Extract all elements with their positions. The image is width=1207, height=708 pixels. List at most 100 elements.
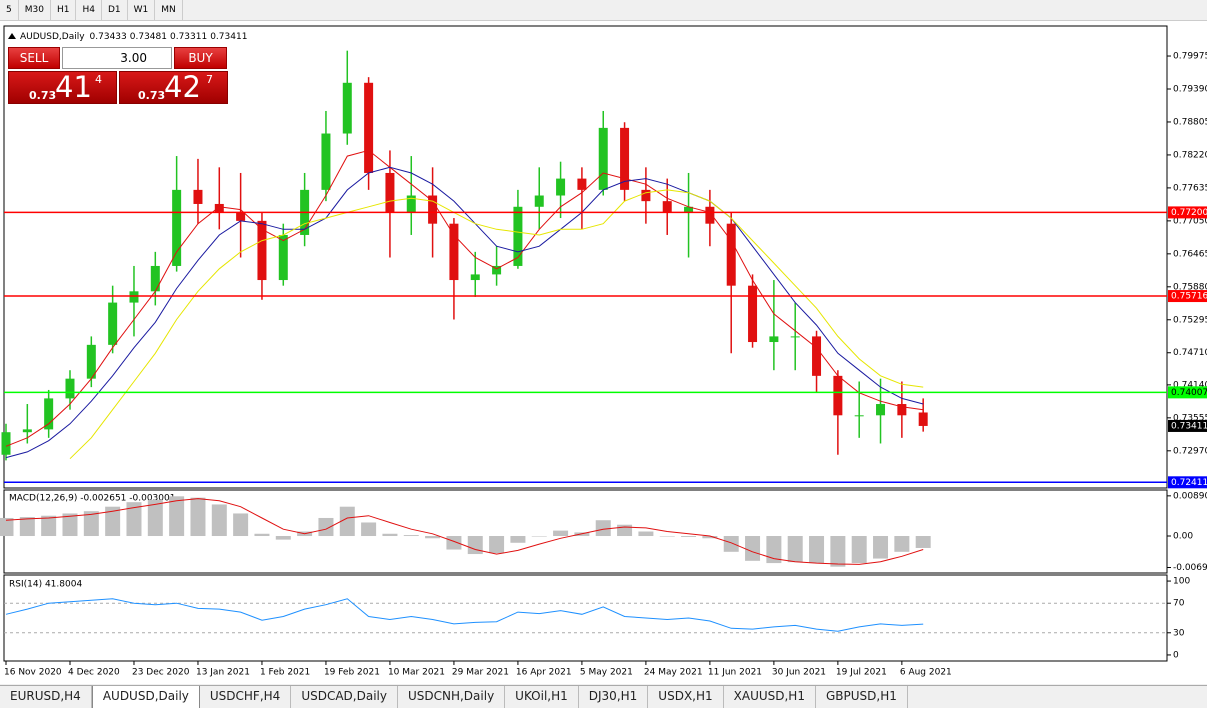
y-tick-label: 0.72970 xyxy=(1173,446,1207,456)
x-tick-label: 1 Feb 2021 xyxy=(260,668,310,678)
x-tick-label: 24 May 2021 xyxy=(644,668,703,678)
close-quote: 0.73411 xyxy=(210,32,247,42)
candle-body xyxy=(236,212,246,221)
candle-body xyxy=(406,195,416,213)
macd-bar xyxy=(489,536,505,554)
macd-bar xyxy=(702,536,718,539)
y-tick-label: 0 xyxy=(1173,650,1179,660)
candle-body xyxy=(748,285,758,343)
timeframe-button[interactable]: H1 xyxy=(51,0,77,20)
candle-body xyxy=(385,172,395,213)
symbol-tab[interactable]: USDCAD,Daily xyxy=(291,686,398,708)
last-price-label: 0.73411 xyxy=(1171,421,1207,431)
macd-bar xyxy=(361,522,377,537)
y-tick-label: 0.73555 xyxy=(1173,413,1207,423)
candle-body xyxy=(22,429,32,433)
timeframe-button[interactable]: 5 xyxy=(0,0,19,20)
macd-bar xyxy=(745,536,761,561)
price-level-label: 0.72411 xyxy=(1171,478,1207,488)
timeframe-button[interactable]: H4 xyxy=(76,0,102,20)
macd-bar xyxy=(62,513,78,537)
macd-bar xyxy=(83,511,99,537)
symbol-tab[interactable]: XAUUSD,H1 xyxy=(724,686,816,708)
sell-button[interactable]: SELL xyxy=(8,47,60,69)
price-level-label: 0.75716 xyxy=(1171,292,1207,302)
y-tick-label: 0.78220 xyxy=(1173,150,1207,160)
candle-body xyxy=(897,404,907,416)
ask-small: 7 xyxy=(206,73,213,86)
macd-bar xyxy=(105,506,121,537)
symbol-tab[interactable]: USDCNH,Daily xyxy=(398,686,506,708)
macd-bar xyxy=(723,536,739,552)
y-tick-label: 0.74710 xyxy=(1173,348,1207,358)
candle-body xyxy=(534,195,544,207)
macd-bar xyxy=(275,536,291,540)
candle-body xyxy=(193,189,203,204)
moving-average xyxy=(69,189,924,460)
lot-input[interactable]: 3.00 xyxy=(62,47,172,69)
candle-body xyxy=(449,223,459,281)
x-tick-label: 10 Mar 2021 xyxy=(388,668,445,678)
chart-header: AUDUSD,Daily 0.73433 0.73481 0.73311 0.73411 xyxy=(20,32,247,42)
timeframe-button[interactable]: MN xyxy=(155,0,183,20)
candle-body xyxy=(662,201,672,213)
y-tick-label: 0.008903 xyxy=(1173,491,1207,501)
macd-bar xyxy=(809,536,825,564)
macd-bar xyxy=(126,502,142,537)
macd-title: MACD(12,26,9) -0.002651 -0.003001 xyxy=(9,494,175,504)
symbol: AUDUSD,Daily xyxy=(20,32,85,42)
candle-body xyxy=(790,336,800,338)
candle-body xyxy=(726,223,736,286)
timeframe-button[interactable]: D1 xyxy=(102,0,128,20)
macd-signal xyxy=(5,498,924,565)
bid-box[interactable]: 0.73 41 4 xyxy=(8,70,117,104)
y-tick-label: 100 xyxy=(1173,577,1190,587)
candle-body xyxy=(129,291,139,303)
macd-bar xyxy=(787,536,803,563)
candle-body xyxy=(65,378,75,399)
macd-bar xyxy=(403,535,419,537)
macd-bar xyxy=(681,536,697,537)
ask-big: 42 xyxy=(164,70,201,104)
ask-prefix: 0.73 xyxy=(138,89,166,102)
symbol-tabs: EURUSD,H4 AUDUSD,Daily USDCHF,H4 USDCAD,Dai… xyxy=(0,685,1207,708)
candle-body xyxy=(1,432,11,455)
timeframe-button[interactable]: M30 xyxy=(19,0,51,20)
candle-body xyxy=(278,234,288,281)
macd-bar xyxy=(0,517,14,537)
low-quote: 0.73311 xyxy=(170,32,207,42)
main-frame xyxy=(3,25,1168,489)
symbol-tab[interactable]: DJ30,H1 xyxy=(579,686,649,708)
x-tick-label: 19 Jul 2021 xyxy=(836,668,887,678)
candle-body xyxy=(257,220,267,281)
lot-value: 3.00 xyxy=(120,51,147,65)
macd-bar xyxy=(382,533,398,537)
symbol-tab[interactable]: EURUSD,H4 xyxy=(0,686,92,708)
macd-bar xyxy=(894,536,910,552)
symbol-tab[interactable]: USDCHF,H4 xyxy=(200,686,292,708)
candle-body xyxy=(705,206,715,224)
candle-body xyxy=(598,127,608,190)
price-level-box xyxy=(1168,206,1207,219)
buy-button[interactable]: BUY xyxy=(174,47,227,69)
macd-bar xyxy=(851,536,867,564)
macd-bar xyxy=(830,536,846,567)
y-tick-label: 0.00 xyxy=(1173,532,1193,542)
symbol-tab[interactable]: UKOil,H1 xyxy=(505,686,579,708)
timeframe-button[interactable]: W1 xyxy=(128,0,156,20)
macd-bar xyxy=(659,536,675,537)
bid-small: 4 xyxy=(95,73,102,86)
symbol-tab[interactable]: GBPUSD,H1 xyxy=(816,686,908,708)
candle-body xyxy=(44,398,54,430)
x-tick-label: 6 Aug 2021 xyxy=(900,668,952,678)
symbol-tab[interactable]: AUDUSD,Daily xyxy=(91,686,200,708)
y-tick-label: 0.74140 xyxy=(1173,380,1207,390)
candle-body xyxy=(812,336,822,376)
candle-body xyxy=(769,336,779,343)
y-tick-label: 0.76465 xyxy=(1173,249,1207,259)
rsi-line xyxy=(5,598,924,632)
ask-box[interactable]: 0.73 42 7 xyxy=(119,70,228,104)
symbol-tab[interactable]: USDX,H1 xyxy=(648,686,724,708)
y-tick-label: 0.77635 xyxy=(1173,183,1207,193)
x-tick-label: 16 Nov 2020 xyxy=(4,668,62,678)
